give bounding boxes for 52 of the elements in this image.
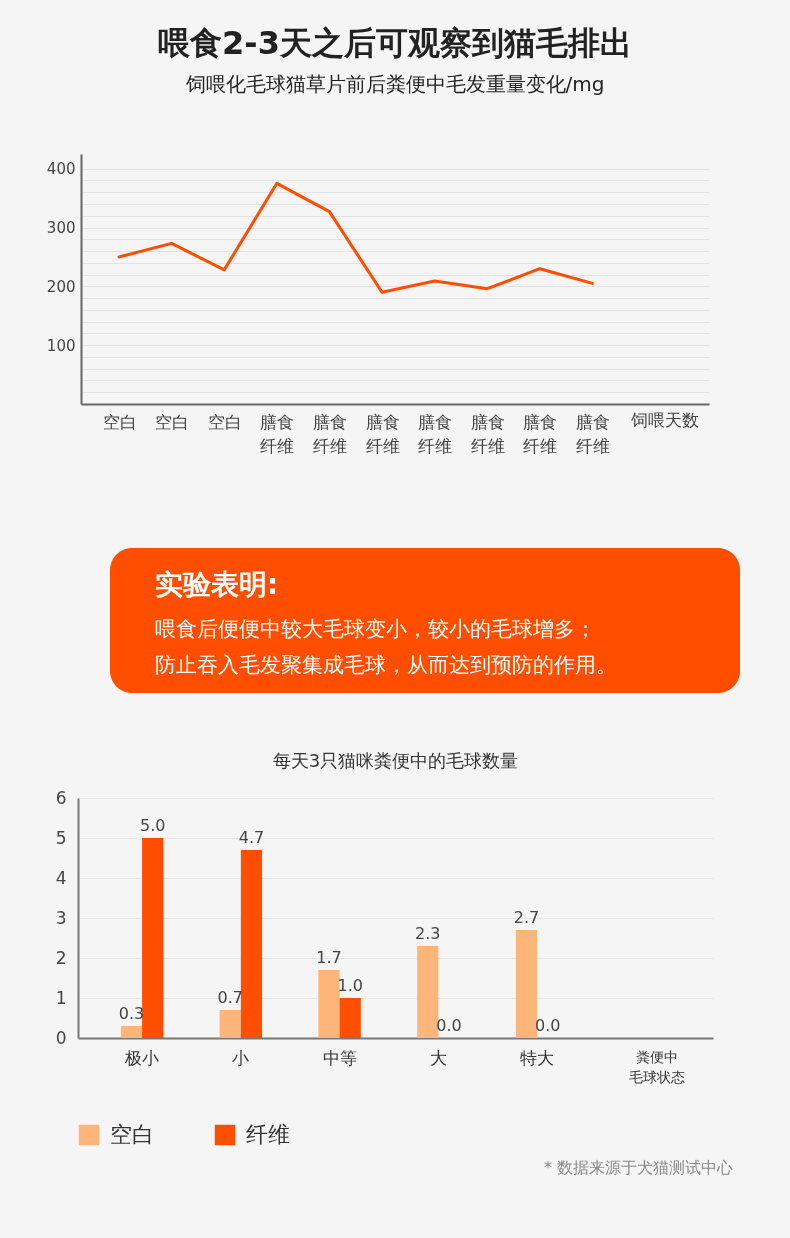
y-tick-label: 5	[55, 827, 67, 848]
bar	[417, 946, 439, 1038]
data-label: 2.3	[415, 924, 441, 943]
y-tick-label: 400	[46, 160, 76, 179]
x-tick-label: 膳食纤维	[312, 411, 347, 456]
legend-label: 纤维	[246, 1122, 290, 1147]
y-tick-label: 200	[46, 277, 76, 296]
bar	[219, 1010, 241, 1038]
x-tick-label: 空白	[102, 411, 137, 432]
x-axis-title: 粪便中毛球状态	[628, 1048, 685, 1085]
text: 实验表明:	[155, 568, 279, 601]
x-tick-label: 中等	[322, 1047, 357, 1068]
x-tick-label: 小	[232, 1047, 250, 1068]
x-tick-label: 膳食纤维	[470, 411, 505, 456]
y-tick-label: 3	[55, 907, 67, 928]
x-tick-label: 特大	[520, 1047, 555, 1068]
x-axis-title: 饲喂天数	[629, 409, 699, 430]
data-label: 2.7	[513, 908, 540, 927]
chart-title: 喂食2-3天之后可观察到猫毛排出	[158, 24, 632, 62]
text: 喂食后便便中较大毛球变小，较小的毛球增多；	[155, 617, 596, 641]
text: * 数据来源于犬猫测试中心	[543, 1158, 733, 1177]
bar	[515, 930, 538, 1038]
x-tick-label: 膳食纤维	[418, 411, 453, 456]
y-tick-label: 4	[55, 867, 67, 888]
y-tick-label: 100	[46, 336, 76, 355]
x-tick-label: 大	[429, 1047, 447, 1068]
data-label: 4.7	[238, 828, 265, 847]
bar	[120, 1026, 143, 1038]
x-tick-label: 膳食纤维	[575, 411, 610, 456]
data-label: 1.0	[337, 976, 363, 995]
data-label: 1.7	[316, 948, 342, 967]
x-tick-label: 膳食 纤维	[260, 411, 295, 456]
bar	[142, 838, 164, 1038]
data-label: 5.0	[139, 816, 166, 835]
bar	[240, 850, 263, 1038]
bar	[339, 998, 361, 1038]
chart-subtitle: 饲喂化毛球猫草片前后粪便中毛发重量变化/mg	[184, 72, 605, 96]
text: 防止吞入毛发聚集成毛球，从而达到预防的作用。	[155, 653, 617, 677]
x-tick-label: 空白	[155, 411, 190, 432]
x-tick-label: 空白	[207, 411, 242, 432]
y-tick-label: 0	[55, 1027, 67, 1048]
x-tick-label: 膳食纤维	[365, 411, 400, 456]
x-tick-label: 极小	[124, 1047, 160, 1068]
chart-title: 每天3只猫咪粪便中的毛球数量	[272, 750, 519, 771]
x-tick-label: 膳食纤维	[523, 411, 558, 456]
bar	[318, 970, 340, 1038]
y-tick-label: 2	[55, 947, 67, 968]
legend-label: 空白	[110, 1122, 154, 1147]
y-tick-label: 300	[46, 219, 76, 238]
y-tick-label: 1	[55, 987, 67, 1008]
line-series	[117, 181, 594, 294]
y-tick-label: 6	[55, 787, 67, 808]
